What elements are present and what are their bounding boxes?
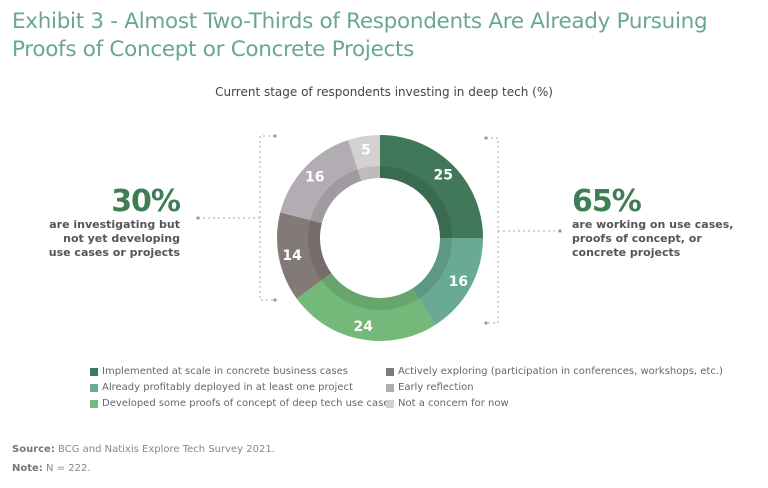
legend-item: Actively exploring (participation in con… <box>386 364 723 380</box>
slice-value-label: 16 <box>449 274 468 290</box>
chart-title: Exhibit 3 - Almost Two-Thirds of Respond… <box>12 9 708 62</box>
donut-slice <box>348 135 380 181</box>
legend-label: Actively exploring (participation in con… <box>398 366 723 377</box>
donut-slice <box>277 212 332 299</box>
legend-swatch <box>90 384 98 392</box>
left-callout: 30% are investigating but not yet develo… <box>40 184 181 260</box>
source: Source: BCG and Natixis Explore Tech Sur… <box>12 444 275 455</box>
left-callout-text: are investigating but not yet developing… <box>48 218 180 259</box>
legend-swatch <box>386 368 394 376</box>
note: Note: N = 222. <box>12 463 90 474</box>
legend-label: Implemented at scale in concrete busines… <box>102 366 348 377</box>
donut-slice-inner-shade <box>357 166 380 181</box>
right-callout-text: are working on use cases, proofs of conc… <box>572 218 734 259</box>
legend-item: Already profitably deployed in at least … <box>90 380 395 396</box>
donut-slice <box>380 135 483 238</box>
legend-label: Early reflection <box>398 382 474 393</box>
donut-slice <box>280 140 362 224</box>
note-text: N = 222. <box>46 463 91 474</box>
slice-value-label: 5 <box>361 143 371 159</box>
legend-item: Early reflection <box>386 380 723 396</box>
donut-slice-inner-shade <box>412 238 452 299</box>
legend-col-1: Implemented at scale in concrete busines… <box>90 364 395 412</box>
donut-slice-inner-shade <box>380 166 452 238</box>
note-label: Note: <box>12 463 43 474</box>
left-callout-value: 30% <box>111 184 181 219</box>
donut-slice-inner-shade <box>321 273 419 310</box>
slice-value-label: 16 <box>305 170 324 186</box>
legend-label: Not a concern for now <box>398 398 509 409</box>
donut-slice <box>296 273 436 341</box>
legend-label: Developed some proofs of concept of deep… <box>102 398 395 409</box>
left-bracket <box>198 135 275 301</box>
donut-slice <box>412 238 483 325</box>
slice-value-label: 24 <box>353 319 373 335</box>
legend-item: Implemented at scale in concrete busines… <box>90 364 395 380</box>
legend-swatch <box>90 400 98 408</box>
legend-swatch <box>90 368 98 376</box>
slice-value-label: 14 <box>282 248 302 264</box>
chart-subtitle: Current stage of respondents investing i… <box>215 85 553 99</box>
source-label: Source: <box>12 444 55 455</box>
legend-col-2: Actively exploring (participation in con… <box>386 364 723 412</box>
slice-value-label: 25 <box>434 168 453 184</box>
legend-swatch <box>386 384 394 392</box>
right-bracket <box>486 137 560 324</box>
right-callout-value: 65% <box>572 184 642 219</box>
source-text: BCG and Natixis Explore Tech Survey 2021… <box>58 444 275 455</box>
right-callout: 65% are working on use cases, proofs of … <box>572 186 742 260</box>
legend-item: Developed some proofs of concept of deep… <box>90 396 395 412</box>
legend-swatch <box>386 400 394 408</box>
donut-slice-inner-shade <box>310 169 362 224</box>
legend-item: Not a concern for now <box>386 396 723 412</box>
legend-label: Already profitably deployed in at least … <box>102 382 353 393</box>
donut-slice-inner-shade <box>308 220 332 281</box>
